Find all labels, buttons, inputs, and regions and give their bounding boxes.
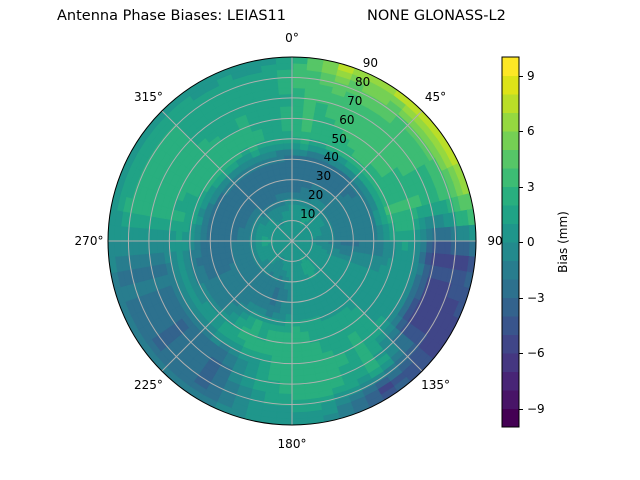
- colorbar-tick-mark: [519, 75, 523, 77]
- colorbar: [501, 56, 520, 428]
- radial-tick-label: 50: [331, 131, 347, 146]
- colorbar-label: Bias (mm): [556, 211, 570, 273]
- radial-tick-label: 90: [362, 56, 379, 70]
- colorbar-tick-mark: [519, 186, 523, 188]
- colorbar-tick-mark: [519, 353, 523, 354]
- angular-tick-label: 180°: [277, 437, 307, 451]
- radial-tick-label: 10: [300, 207, 316, 222]
- colorbar-tick-label: −9: [527, 401, 545, 416]
- colorbar-tick-mark: [519, 408, 523, 410]
- radial-tick-label: 30: [315, 169, 332, 184]
- colorbar-tick-label: 6: [527, 124, 535, 138]
- grid-spoke: [161, 110, 293, 242]
- radial-tick-label: 40: [323, 150, 339, 165]
- angular-tick-label: 135°: [421, 377, 450, 392]
- angular-tick-label: 90: [487, 234, 503, 248]
- grid-spoke: [291, 240, 423, 372]
- colorbar-tick-label: 3: [527, 179, 535, 194]
- angular-tick-label: 270°: [74, 234, 104, 248]
- angular-tick-label: 315°: [134, 90, 163, 105]
- colorbar-tick-mark: [519, 242, 523, 243]
- radial-tick-label: 70: [347, 93, 363, 108]
- colorbar-tick-label: −3: [527, 290, 545, 305]
- chart-title: Antenna Phase Biases: LEIAS11: [57, 8, 286, 24]
- radial-tick-label: 20: [308, 188, 324, 203]
- colorbar-tick-label: 0: [527, 235, 535, 249]
- angular-tick-label: 45°: [424, 90, 447, 105]
- colorbar-tick-mark: [519, 297, 523, 299]
- radial-tick-label: 80: [354, 74, 371, 89]
- colorbar-tick-mark: [519, 131, 523, 132]
- colorbar-tick-label: −6: [527, 346, 545, 360]
- angular-tick-label: 225°: [134, 377, 163, 392]
- chart-subtitle: NONE GLONASS-L2: [367, 8, 506, 24]
- polar-grid: [108, 57, 476, 425]
- angular-tick-label: 0°: [285, 31, 299, 45]
- radial-tick-label: 60: [339, 112, 355, 127]
- colorbar-tick-label: 9: [527, 68, 535, 83]
- grid-spoke: [161, 240, 293, 372]
- polar-frame: [107, 56, 477, 426]
- grid-spoke: [291, 110, 423, 242]
